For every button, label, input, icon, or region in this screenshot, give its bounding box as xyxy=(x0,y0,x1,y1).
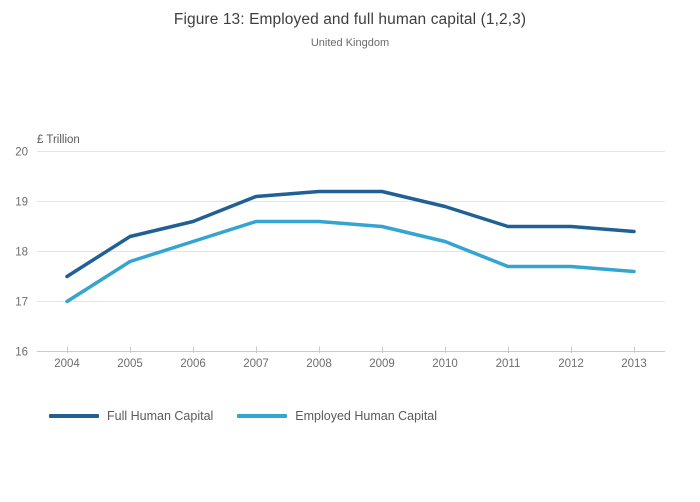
y-axis-unit-label: £ Trillion xyxy=(37,134,80,146)
x-tick-label-2011: 2011 xyxy=(496,358,521,370)
x-tick-label-2008: 2008 xyxy=(306,358,332,370)
legend-swatch-employed-human-capital xyxy=(237,414,288,418)
series-line-employed-human-capital xyxy=(65,219,636,304)
y-tick-label-18: 18 xyxy=(15,247,28,259)
legend: Full Human Capital Employed Human Capita… xyxy=(49,409,437,423)
chart-title: Figure 13: Employed and full human capit… xyxy=(173,11,527,28)
chart-subtitle: United Kingdom xyxy=(310,37,390,49)
x-tick-label-2005: 2005 xyxy=(117,358,143,370)
series-line-full-human-capital xyxy=(65,189,636,279)
y-tick-label-20: 20 xyxy=(15,147,28,159)
x-tick-label-2006: 2006 xyxy=(180,358,206,370)
x-tick-label-2010: 2010 xyxy=(432,358,458,370)
x-tick-label-2004: 2004 xyxy=(54,358,80,370)
x-tick-label-2009: 2009 xyxy=(369,358,395,370)
y-tick-label-19: 19 xyxy=(15,197,28,209)
y-tick-label-17: 17 xyxy=(15,297,28,309)
legend-label-employed-human-capital: Employed Human Capital xyxy=(295,409,438,423)
legend-item-employed-human-capital[interactable]: Employed Human Capital xyxy=(237,409,437,423)
legend-label-full-human-capital: Full Human Capital xyxy=(107,409,214,423)
legend-item-full-human-capital[interactable]: Full Human Capital xyxy=(49,409,213,423)
x-tick-label-2013: 2013 xyxy=(621,358,647,370)
x-tick-label-2012: 2012 xyxy=(558,358,584,370)
x-tick-label-2007: 2007 xyxy=(243,358,269,370)
legend-swatch-full-human-capital xyxy=(49,414,99,418)
y-tick-label-16: 16 xyxy=(15,347,28,359)
